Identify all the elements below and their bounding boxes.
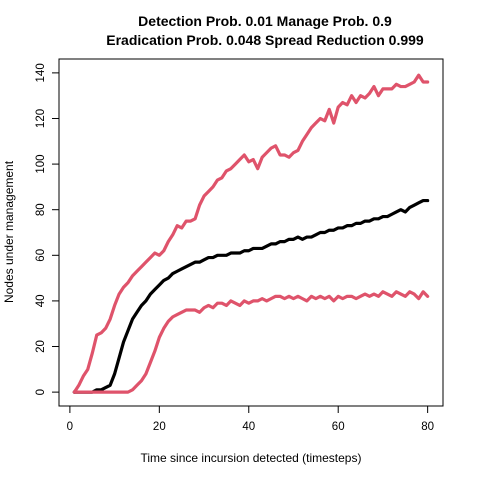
x-tick-label: 60 <box>332 421 345 433</box>
y-tick-label: 40 <box>35 295 47 308</box>
x-tick-label: 0 <box>67 421 73 433</box>
series-line-2 <box>72 198 430 394</box>
chart-title-line-1: Detection Prob. 0.01 Manage Prob. 0.9 <box>138 13 392 29</box>
x-tick-label: 80 <box>421 421 434 433</box>
y-tick-label: 80 <box>35 203 47 216</box>
y-tick-label: 100 <box>35 154 47 173</box>
y-axis: 0 20 40 60 80 100 120 140 <box>35 63 60 395</box>
series-layer <box>72 73 430 394</box>
y-tick-label: 0 <box>35 389 47 395</box>
series-line-3 <box>72 290 430 394</box>
y-tick-label: 120 <box>35 109 47 128</box>
plot-frame <box>58 58 444 407</box>
x-tick-label: 40 <box>242 421 255 433</box>
y-tick-label: 140 <box>35 63 47 82</box>
x-tick-label: 20 <box>153 421 166 433</box>
chart-title-line-2: Eradication Prob. 0.048 Spread Reduction… <box>106 32 424 48</box>
x-axis-label: Time since incursion detected (timesteps… <box>141 451 362 465</box>
x-axis: 0 20 40 60 80 <box>67 405 434 433</box>
y-axis-label: Nodes under management <box>2 160 16 303</box>
y-tick-label: 60 <box>35 249 47 262</box>
series-line-1 <box>72 73 430 394</box>
y-tick-label: 20 <box>35 340 47 353</box>
